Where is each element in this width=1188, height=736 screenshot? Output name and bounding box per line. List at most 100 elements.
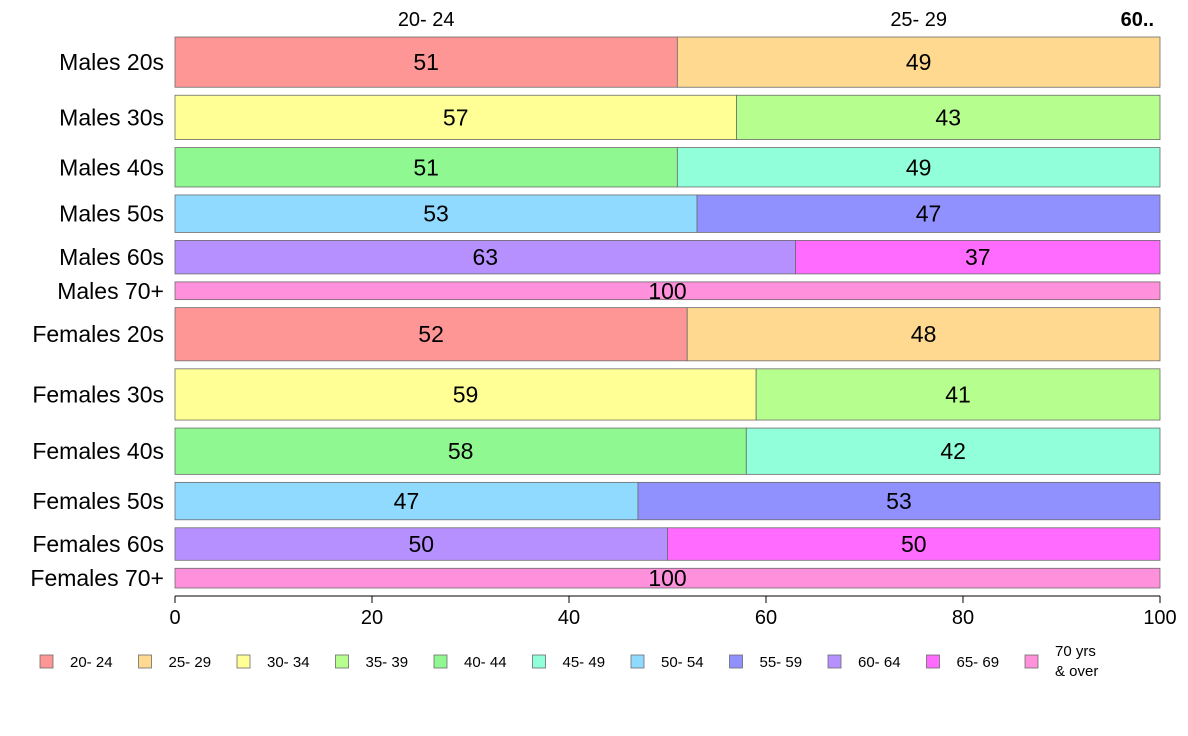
bar-segment-females-60s-60-64[interactable] xyxy=(174,527,668,561)
bar-row-males-30s: 57 43 xyxy=(174,94,1161,140)
bar-segment-males-60s-60-64[interactable] xyxy=(174,240,796,275)
legend-item-45-49[interactable]: 45- 49 xyxy=(532,654,606,671)
legend-swatch xyxy=(729,654,743,669)
row-label: Males 70+ xyxy=(57,278,164,304)
top-labels: 20- 24 25- 29 60.. xyxy=(398,9,1154,31)
top-label: 25- 29 xyxy=(890,9,947,31)
legend-item-20-24[interactable]: 20- 24 xyxy=(39,654,113,671)
data-label: 49 xyxy=(906,49,932,75)
legend-label: 50- 54 xyxy=(661,654,704,671)
bars: 51 49 57 43 51 49 53 47 63 37 100 52 48 59 41 58 42 47 53 5… xyxy=(174,36,1161,591)
legend-label: 65- 69 xyxy=(957,654,1000,671)
x-axis: 0 20 40 60 80 100 xyxy=(169,595,1177,629)
bar-segment-males-20s-20-24[interactable] xyxy=(174,36,678,88)
bar-segment-males-40s-45-49[interactable] xyxy=(676,147,1161,188)
row-label: Males 30s xyxy=(59,104,164,130)
legend-item-40-44[interactable]: 40- 44 xyxy=(433,654,507,671)
legend-swatch xyxy=(335,654,349,669)
data-label: 47 xyxy=(394,488,420,514)
data-label: 41 xyxy=(945,381,971,407)
legend-label: 45- 49 xyxy=(563,654,606,671)
data-label: 48 xyxy=(911,321,937,347)
legend-swatch xyxy=(433,654,448,669)
legend-item-55-59[interactable]: 55- 59 xyxy=(729,654,803,671)
row-labels: Males 20s Males 30s Males 40s Males 50s Male… xyxy=(30,49,164,591)
legend-item-35-39[interactable]: 35- 39 xyxy=(335,654,409,671)
row-label: Females 20s xyxy=(32,321,164,347)
legend-label: 30- 34 xyxy=(267,654,310,671)
bar-row-males-60s: 63 37 xyxy=(174,240,1161,275)
bar-segment-males-70-70-yrs-and-over[interactable] xyxy=(174,281,1161,301)
legend-item-25-29[interactable]: 25- 29 xyxy=(138,654,212,671)
legend-swatch xyxy=(532,654,546,669)
x-tick-label: 60 xyxy=(755,607,777,629)
bar-segment-females-70-70-yrs-and-over[interactable] xyxy=(174,567,1161,589)
bar-segment-females-20s-25-29[interactable] xyxy=(686,307,1161,362)
bar-row-females-40s: 58 42 xyxy=(174,427,1161,475)
legend-item-50-54[interactable]: 50- 54 xyxy=(630,654,704,671)
x-tick-label: 0 xyxy=(169,607,180,629)
bar-row-females-60s: 50 50 xyxy=(174,527,1161,561)
row-label: Males 20s xyxy=(59,49,164,75)
data-label: 50 xyxy=(901,531,927,557)
legend-swatch xyxy=(1024,654,1039,669)
bar-segment-males-50s-55-59[interactable] xyxy=(696,194,1161,233)
bar-segment-males-30s-30-34[interactable] xyxy=(174,94,737,140)
legend-label: 60- 64 xyxy=(858,654,901,671)
bar-row-males-20s: 51 49 xyxy=(174,36,1161,88)
bar-segment-males-60s-65-69[interactable] xyxy=(795,240,1161,275)
legend-label: 20- 24 xyxy=(70,654,113,671)
row-label: Males 60s xyxy=(59,244,164,270)
bar-segment-males-30s-35-39[interactable] xyxy=(736,94,1161,140)
bar-segment-females-40s-45-49[interactable] xyxy=(745,427,1161,475)
data-label: 63 xyxy=(472,244,498,270)
row-label: Males 50s xyxy=(59,201,164,227)
data-label: 43 xyxy=(935,104,961,130)
legend-label: 25- 29 xyxy=(169,654,212,671)
data-label: 100 xyxy=(648,278,686,304)
bar-segment-females-30s-30-34[interactable] xyxy=(174,368,757,421)
legend-swatch xyxy=(39,654,54,669)
legend-label: 35- 39 xyxy=(366,654,409,671)
top-label: 20- 24 xyxy=(398,9,455,31)
data-label: 37 xyxy=(965,244,991,270)
bar-row-males-70: 100 xyxy=(174,278,1161,304)
legend-label: 55- 59 xyxy=(760,654,803,671)
x-tick-label: 100 xyxy=(1143,607,1176,629)
x-tick-label: 80 xyxy=(952,607,974,629)
data-label: 50 xyxy=(408,531,434,557)
legend-item-60-64[interactable]: 60- 64 xyxy=(827,654,901,671)
bar-segment-males-20s-25-29[interactable] xyxy=(676,36,1161,88)
legend-swatch xyxy=(630,654,645,669)
row-label: Females 70+ xyxy=(30,565,164,591)
data-label: 51 xyxy=(413,49,439,75)
bar-segment-females-50s-55-59[interactable] xyxy=(637,481,1161,521)
bar-segment-males-40s-40-44[interactable] xyxy=(174,147,678,188)
bar-row-males-50s: 53 47 xyxy=(174,194,1161,233)
row-label: Females 50s xyxy=(32,488,164,514)
legend-item-30-34[interactable]: 30- 34 xyxy=(236,654,310,671)
bar-segment-females-50s-50-54[interactable] xyxy=(174,481,639,521)
legend-item-65-69[interactable]: 65- 69 xyxy=(926,654,1000,671)
bar-row-females-70: 100 xyxy=(174,565,1161,591)
data-label: 52 xyxy=(418,321,444,347)
bar-segment-females-20s-20-24[interactable] xyxy=(174,307,688,362)
legend-swatch xyxy=(827,654,842,669)
row-label: Males 40s xyxy=(59,154,164,180)
data-label: 58 xyxy=(448,438,474,464)
legend-label: 40- 44 xyxy=(464,654,507,671)
legend-swatch xyxy=(926,654,940,669)
x-tick-label: 20 xyxy=(361,607,383,629)
data-label: 51 xyxy=(413,154,439,180)
row-label: Females 40s xyxy=(32,438,164,464)
row-label: Females 60s xyxy=(32,531,164,557)
legend-item-70-yrs-and-over[interactable]: 70 yrs & over xyxy=(1024,643,1098,680)
bar-segment-males-50s-50-54[interactable] xyxy=(174,194,698,233)
legend-swatch xyxy=(236,654,251,669)
bar-segment-females-60s-65-69[interactable] xyxy=(667,527,1161,561)
bar-segment-females-40s-40-44[interactable] xyxy=(174,427,747,475)
bar-segment-females-30s-35-39[interactable] xyxy=(755,368,1161,421)
bar-row-females-50s: 47 53 xyxy=(174,481,1161,521)
data-label: 59 xyxy=(453,381,479,407)
x-tick-label: 40 xyxy=(558,607,580,629)
